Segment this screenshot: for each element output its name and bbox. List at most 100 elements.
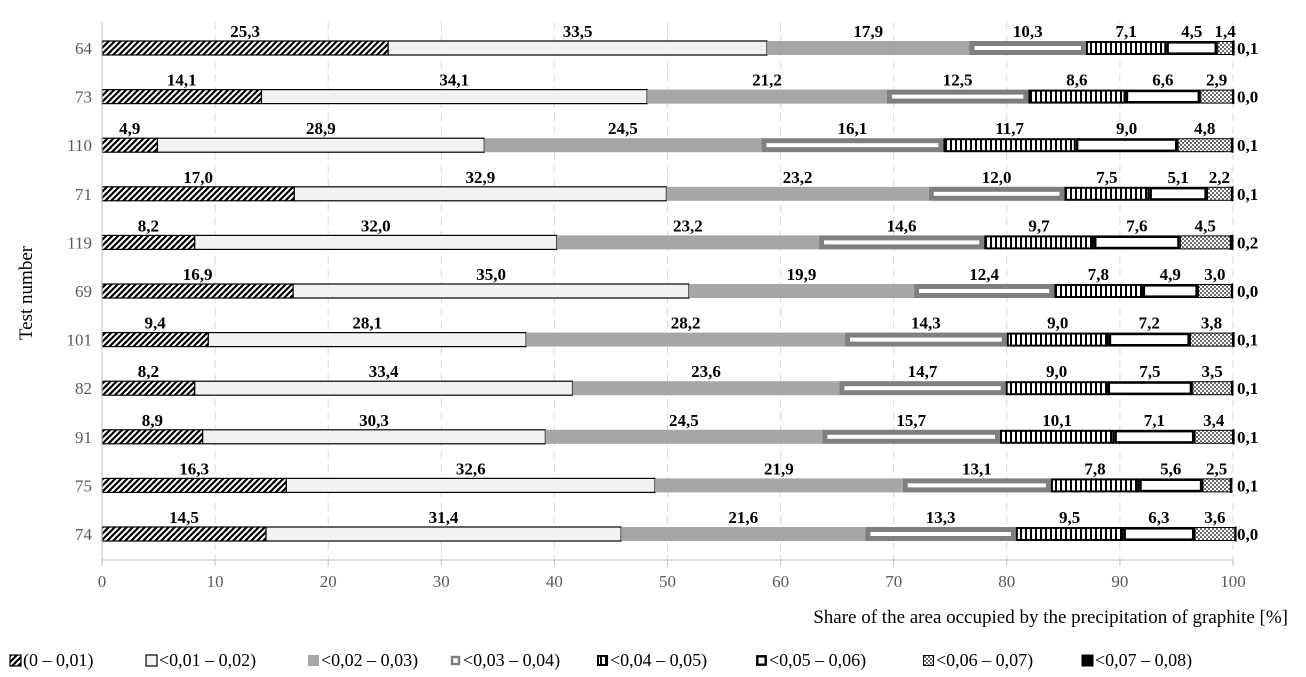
bar-segment: [1206, 186, 1232, 201]
bars: [101, 40, 1237, 542]
bar-segment: [1085, 41, 1167, 55]
bar-segment: [260, 88, 648, 105]
x-tick-label: 60: [772, 572, 789, 591]
data-label: 34,1: [439, 71, 469, 90]
bar-segment: [1202, 478, 1231, 493]
data-label: 33,5: [563, 22, 593, 41]
bar-segment: [1232, 40, 1235, 56]
data-label: 21,6: [728, 508, 758, 527]
data-label: 0,1: [1237, 39, 1258, 58]
legend-item: <0,02 – 0,03): [308, 650, 418, 671]
data-label: 6,3: [1148, 508, 1169, 527]
data-label: 17,9: [853, 22, 883, 41]
bar-segment: [101, 137, 159, 153]
legend-item: <0,06 – 0,07): [923, 650, 1033, 671]
data-label: 35,0: [476, 265, 506, 284]
bar-segment: [1149, 186, 1207, 201]
legend-label: <0,06 – 0,07): [936, 650, 1033, 671]
data-label: 16,3: [179, 459, 209, 478]
data-label: 0,1: [1237, 476, 1258, 495]
x-tick-label: 30: [433, 572, 450, 591]
data-label: 7,5: [1139, 362, 1160, 381]
bar-segment: [1093, 235, 1180, 250]
data-label: 0,0: [1237, 88, 1258, 107]
data-label: 24,5: [608, 119, 638, 138]
bar-segment: [1230, 234, 1234, 250]
bar-segment: [943, 138, 1076, 153]
data-label: 3,8: [1201, 314, 1222, 333]
data-label: 15,7: [896, 411, 926, 430]
bar-segment: [1192, 381, 1232, 396]
legend-swatch: [308, 655, 319, 666]
bar-segment: [1064, 186, 1150, 201]
data-label: 11,7: [995, 119, 1024, 138]
bar-segment: [1234, 526, 1237, 542]
bar-segment: [1075, 138, 1178, 153]
data-label: 7,8: [1084, 459, 1105, 478]
legend-label: <0,01 – 0,02): [159, 650, 256, 671]
bar-segment: [1177, 138, 1232, 153]
axes: 0 10 20 30 40 50 60 70 80 90 100 64 73 110 71 119 69 101 8…: [67, 22, 1246, 591]
bar-segment: [1232, 89, 1235, 105]
bar-segment: [1232, 429, 1235, 445]
data-label: 8,6: [1066, 71, 1087, 90]
bar-segment: [207, 332, 527, 348]
data-label: 13,1: [962, 459, 992, 478]
data-label: 7,2: [1139, 314, 1160, 333]
x-tick-label: 50: [659, 572, 676, 591]
bar-segment: [1179, 235, 1231, 250]
legend-label: <0,07 – 0,08): [1095, 650, 1192, 671]
bar-segment: [484, 138, 762, 153]
data-label: 28,9: [306, 119, 336, 138]
legend-item: <0,01 – 0,02): [145, 650, 256, 671]
bar-segment: [1232, 332, 1235, 348]
x-tick-label: 70: [885, 572, 902, 591]
data-label: 0,0: [1237, 525, 1258, 544]
bar-segment: [1231, 380, 1234, 396]
legend-label: (0 – 0,01): [23, 650, 94, 671]
bar-segment: [819, 235, 985, 250]
data-label: 7,6: [1126, 216, 1147, 235]
y-tick-label: 73: [75, 88, 92, 107]
data-label: 3,4: [1203, 411, 1225, 430]
data-label: 0,1: [1237, 379, 1258, 398]
bar-segment: [156, 137, 485, 153]
data-label: 14,1: [167, 71, 197, 90]
bar-segment: [865, 527, 1016, 541]
data-label: 9,7: [1028, 216, 1050, 235]
data-label: 7,5: [1096, 168, 1117, 187]
y-tick-label: 75: [75, 476, 92, 495]
data-label: 28,1: [352, 314, 382, 333]
bar-segment: [1000, 429, 1115, 444]
data-label: 14,5: [169, 508, 199, 527]
data-label: 12,5: [943, 71, 973, 90]
bar-segment: [902, 478, 1051, 493]
data-label: 4,8: [1194, 119, 1215, 138]
data-label: 24,5: [669, 411, 699, 430]
data-label: 8,9: [142, 411, 163, 430]
data-label: 10,3: [1013, 22, 1043, 41]
bar-segment: [101, 88, 263, 105]
legend-item: <0,07 – 0,08): [1081, 650, 1192, 671]
data-label: 0,1: [1237, 331, 1258, 350]
data-label: 3,0: [1204, 265, 1225, 284]
legend-item: (0 – 0,01): [9, 650, 94, 671]
y-tick-label: 71: [75, 185, 92, 204]
bar-segment: [101, 186, 295, 202]
data-label: 8,2: [138, 362, 159, 381]
y-tick-label: 91: [75, 428, 92, 447]
y-tick-label: 69: [75, 282, 92, 301]
data-label: 5,1: [1168, 168, 1189, 187]
bar-segment: [1217, 41, 1234, 55]
data-label: 12,0: [982, 168, 1012, 187]
legend-swatch: [145, 654, 158, 667]
bar-segment: [387, 40, 768, 56]
bar-segment: [101, 332, 209, 348]
bar-segment: [285, 477, 656, 493]
bar-segment: [1194, 429, 1234, 444]
legend-item: <0,05 – 0,06): [756, 650, 866, 671]
data-label: 1,4: [1214, 22, 1236, 41]
y-axis-title: Test number: [16, 245, 37, 340]
data-label: 0,1: [1237, 428, 1258, 447]
data-label: 3,5: [1201, 362, 1222, 381]
